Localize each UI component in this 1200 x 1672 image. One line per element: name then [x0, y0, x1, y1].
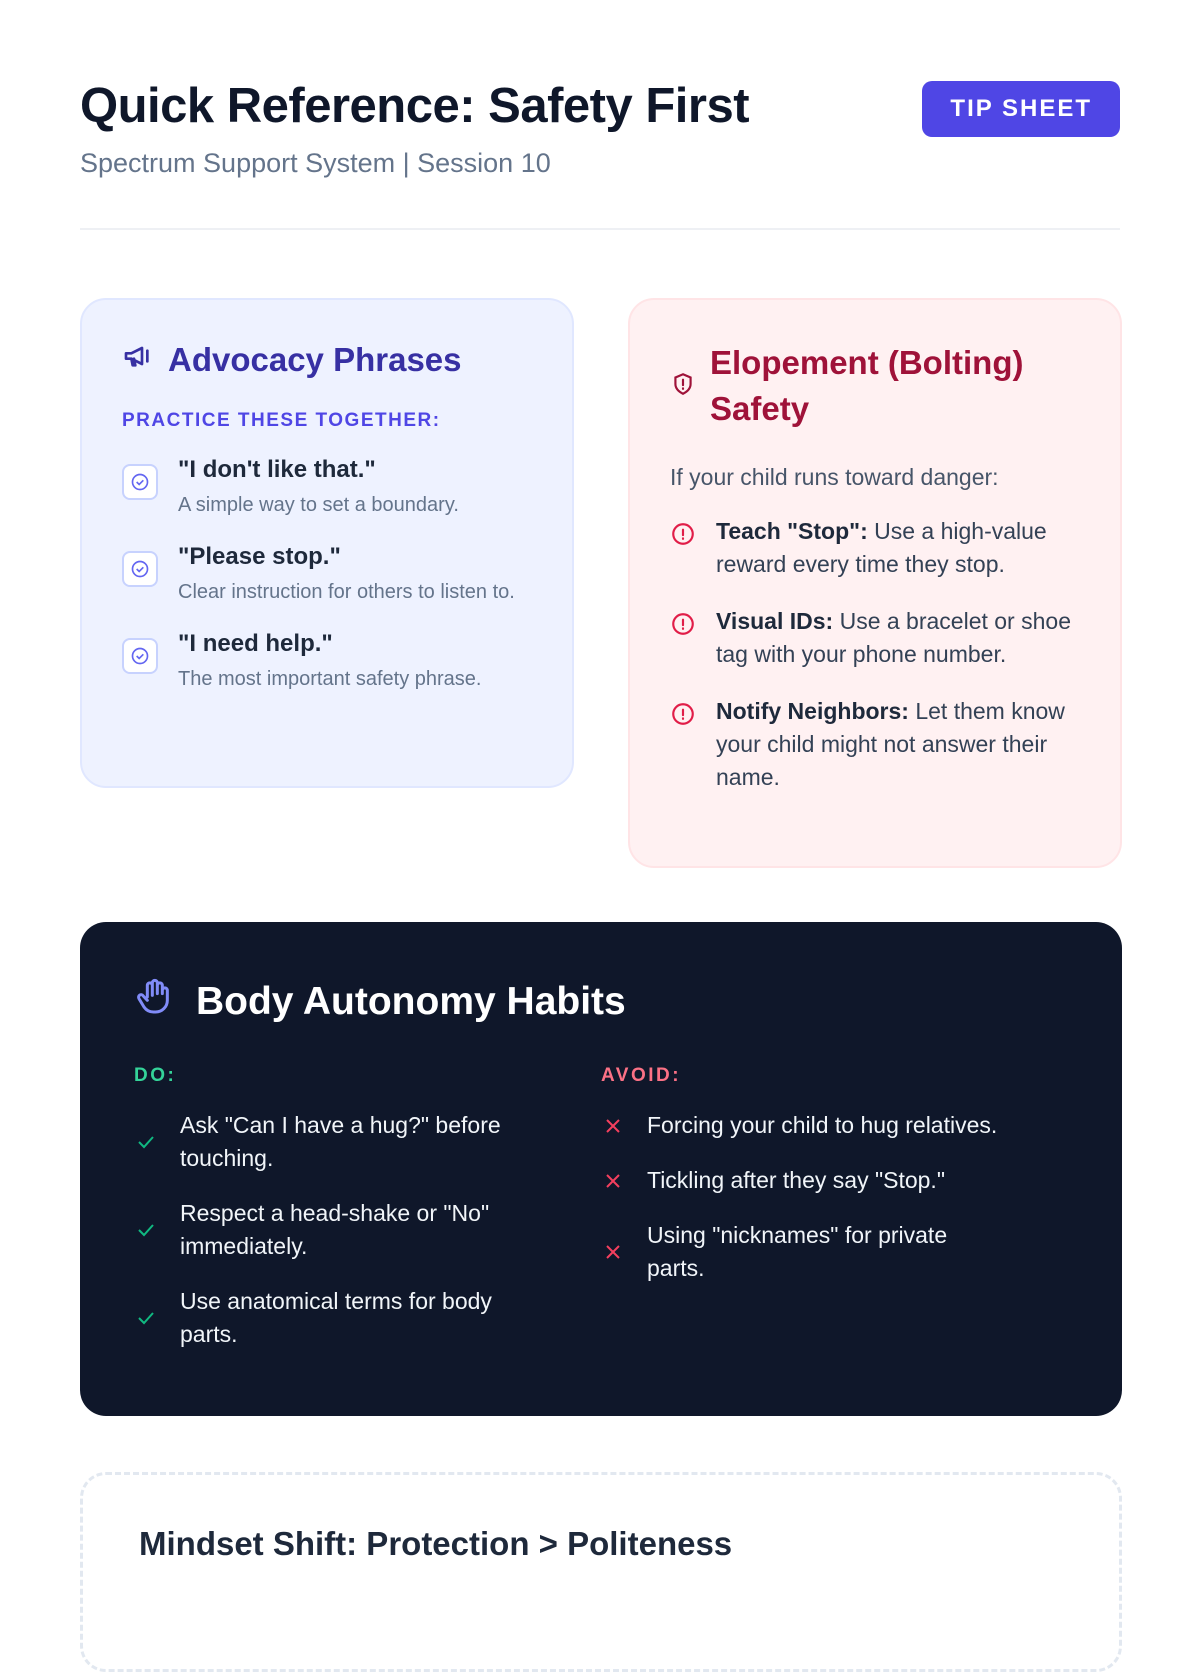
- phrase-text: "Please stop.": [178, 543, 341, 570]
- phrase-desc: A simple way to set a boundary.: [178, 494, 459, 516]
- avoid-item: Forcing your child to hug relatives.: [601, 1109, 1068, 1142]
- elopement-title: Elopement (Bolting) Safety: [710, 344, 1024, 427]
- do-text: Ask "Can I have a hug?" before touching.: [180, 1112, 501, 1171]
- elopement-intro: If your child runs toward danger:: [670, 464, 999, 490]
- advocacy-card: Advocacy Phrases PRACTICE THESE TOGETHER…: [80, 298, 574, 788]
- check-icon: [138, 1312, 154, 1325]
- avoid-text: Tickling after they say "Stop.": [647, 1167, 945, 1193]
- avoid-item: Using "nicknames" for private parts.: [601, 1219, 1068, 1285]
- page-title: Quick Reference: Safety First: [80, 79, 750, 133]
- advocacy-kicker: PRACTICE THESE TOGETHER:: [122, 410, 441, 431]
- do-text: Use anatomical terms for body parts.: [180, 1288, 492, 1347]
- phrase-item: "I don't like that." A simple way to set …: [122, 456, 532, 519]
- avoid-text: Forcing your child to hug relatives.: [647, 1112, 998, 1138]
- check-circle-icon: [122, 464, 158, 500]
- tip-sheet-badge: TIP SHEET: [922, 81, 1120, 137]
- elopement-card: Elopement (Bolting) Safety If your child…: [628, 298, 1122, 868]
- check-circle-icon: [122, 551, 158, 587]
- do-heading: DO:: [134, 1065, 177, 1086]
- x-icon: [606, 1245, 620, 1259]
- avoid-text: Using "nicknames" for private parts.: [647, 1222, 948, 1281]
- phrase-desc: The most important safety phrase.: [178, 668, 482, 690]
- safety-tip: Visual IDs: Use a bracelet or shoe tag w…: [670, 605, 1080, 671]
- shield-alert-icon: [670, 363, 696, 409]
- do-column: DO: Ask "Can I have a hug?" before touch…: [134, 1065, 601, 1351]
- alert-circle-icon: [672, 613, 694, 635]
- check-circle-icon: [122, 638, 158, 674]
- do-item: Respect a head-shake or "No" immediately…: [134, 1197, 601, 1263]
- x-icon: [606, 1118, 620, 1133]
- divider: [80, 228, 1120, 230]
- advocacy-title: Advocacy Phrases: [168, 341, 462, 378]
- phrase-item: "Please stop." Clear instruction for othe…: [122, 543, 532, 606]
- mindset-card: Mindset Shift: Protection > Politeness: [80, 1472, 1122, 1672]
- tip-text: Use a high-value reward every time they …: [716, 518, 1047, 577]
- phrase-text: "I don't like that.": [178, 456, 376, 483]
- header: Quick Reference: Safety First Spectrum S…: [80, 78, 1120, 179]
- phrase-item: "I need help." The most important safety …: [122, 630, 532, 693]
- body-autonomy-card: Body Autonomy Habits DO: Ask "Can I have…: [80, 922, 1122, 1416]
- mindset-title: Mindset Shift: Protection > Politeness: [139, 1525, 733, 1562]
- do-text: Respect a head-shake or "No" immediately…: [180, 1200, 490, 1259]
- check-icon: [138, 1136, 154, 1149]
- hand-icon: [134, 977, 174, 1027]
- safety-tip: Notify Neighbors: Let them know your chi…: [670, 695, 1080, 794]
- avoid-column: AVOID: Forcing your child to hug relativ…: [601, 1065, 1068, 1351]
- phrase-desc: Clear instruction for others to listen t…: [178, 581, 515, 603]
- tip-label: Visual IDs:: [716, 608, 834, 634]
- avoid-item: Tickling after they say "Stop.": [601, 1164, 1068, 1197]
- check-icon: [138, 1224, 154, 1237]
- alert-circle-icon: [672, 703, 694, 725]
- phrase-text: "I need help.": [178, 630, 333, 657]
- tip-label: Notify Neighbors:: [716, 698, 909, 724]
- alert-circle-icon: [672, 523, 694, 545]
- body-title: Body Autonomy Habits: [196, 980, 626, 1023]
- avoid-heading: AVOID:: [601, 1065, 682, 1086]
- megaphone-icon: [122, 340, 154, 380]
- x-icon: [606, 1173, 620, 1188]
- safety-tip: Teach "Stop": Use a high-value reward ev…: [670, 515, 1080, 581]
- page-subtitle: Spectrum Support System | Session 10: [80, 148, 551, 178]
- do-item: Ask "Can I have a hug?" before touching.: [134, 1109, 601, 1175]
- tip-text: Use a bracelet or shoe tag with your pho…: [716, 608, 1071, 667]
- tip-label: Teach "Stop":: [716, 518, 868, 544]
- tip-text: Let them know your child might not answe…: [716, 698, 1065, 790]
- do-item: Use anatomical terms for body parts.: [134, 1285, 601, 1351]
